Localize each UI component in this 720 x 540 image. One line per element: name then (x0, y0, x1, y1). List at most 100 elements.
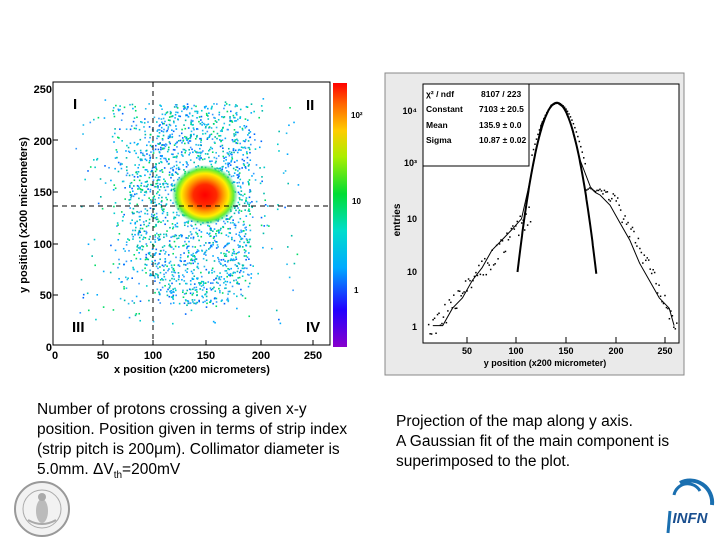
hitmap-dot (248, 183, 250, 186)
hitmap-dot (224, 280, 227, 283)
hitmap-dot (243, 255, 246, 257)
hitmap-dot (129, 207, 132, 209)
hitmap-dot (149, 241, 152, 243)
hitmap-dot (146, 185, 148, 188)
hitmap-dot (209, 227, 212, 229)
hitmap-dot (113, 113, 115, 115)
projection-point (602, 193, 604, 195)
hitmap-dot (132, 120, 135, 123)
hitmap-dot (238, 197, 241, 199)
hitmap-dot (154, 259, 156, 262)
hitmap-dot (180, 153, 183, 156)
hitmap-dot (208, 272, 210, 274)
hitmap-dot (185, 243, 188, 246)
hitmap-dot (241, 267, 244, 270)
hitmap-dot (184, 260, 186, 262)
hitmap-dot (218, 258, 220, 261)
hitmap-dot (154, 234, 156, 236)
hitmap-dot (160, 206, 163, 209)
hitmap-dot (216, 241, 218, 243)
hitmap-dot (117, 108, 120, 111)
hitmap-dot (246, 162, 249, 164)
hitmap-dot (235, 166, 238, 168)
hitmap-dot (132, 107, 134, 110)
hitmap-dot (220, 300, 223, 302)
hitmap-dot (248, 208, 250, 211)
hitmap-dot (167, 128, 169, 130)
hitmap-dot (187, 127, 190, 129)
hitmap-dot (175, 167, 178, 170)
hitmap-dot (132, 266, 134, 269)
hitmap-dot (122, 216, 124, 218)
hitmap-dot (240, 186, 242, 189)
hitmap-dot (228, 124, 231, 126)
hitmap-dot (183, 280, 186, 282)
hitmap-dot (145, 149, 148, 152)
hitmap-dot (184, 264, 187, 266)
hitmap-dot (134, 164, 136, 166)
hitmap-dot (161, 212, 164, 215)
hitmap-dot (165, 144, 168, 146)
hitmap-dot (146, 180, 148, 183)
hitmap-dot (252, 265, 254, 267)
hitmap-dot (167, 193, 170, 196)
hitmap-dot (239, 185, 242, 188)
hitmap-dot (227, 128, 229, 131)
hitmap-dot (158, 281, 161, 284)
hitmap-dot (163, 144, 165, 146)
projection-point (453, 294, 455, 296)
hitmap-dot (164, 258, 167, 260)
projection-point (588, 187, 591, 189)
hitmap-dot (192, 237, 195, 240)
hitmap-dot (163, 236, 165, 239)
hitmap-dot (188, 288, 191, 291)
hitmap-dot (209, 287, 212, 289)
hitmap-dot (241, 127, 244, 130)
hitmap-dot (248, 258, 250, 260)
hitmap-dot (177, 173, 179, 175)
hitmap-dot (233, 212, 236, 215)
hitmap-dot (220, 252, 222, 254)
hitmap-dot (196, 294, 198, 297)
hitmap-dot (84, 178, 86, 181)
hitmap-dot (175, 125, 177, 127)
hitmap-dot (208, 136, 211, 138)
hitmap-dot (126, 172, 129, 175)
projection-point (594, 190, 597, 193)
hitmap-dot (185, 114, 187, 116)
hitmap-dot (120, 119, 123, 122)
hitmap-dot (245, 138, 247, 141)
hitmap-dot (145, 243, 148, 245)
hitmap-dot (168, 295, 171, 298)
hitmap-dot (182, 296, 185, 299)
hitmap-dot (153, 116, 156, 119)
hitmap-dot (152, 141, 154, 143)
hitmap-dot (246, 156, 249, 159)
hitmap-dot (160, 160, 162, 163)
hitmap-dot (197, 250, 200, 252)
hitmap-dot (158, 135, 160, 138)
hitmap-dot (163, 233, 165, 236)
hitmap-dot (244, 233, 247, 235)
hitmap-dot (148, 253, 151, 255)
hitmap-dot (199, 288, 201, 290)
hitmap-dot (151, 169, 153, 172)
projection-point (671, 315, 674, 317)
hitmap-dot (192, 255, 194, 258)
hitmap-dot (208, 156, 210, 159)
hitmap-dot (248, 282, 251, 285)
projection-point (599, 188, 601, 191)
hitmap-dot (165, 235, 168, 237)
hitmap-dot (221, 299, 223, 302)
hitmap-dot (201, 289, 204, 291)
quadrant-label-1: I (73, 96, 77, 113)
hitmap-dot (225, 253, 227, 255)
hitmap-dot (210, 106, 213, 109)
hitmap-dot (152, 196, 155, 199)
stats-value-constant: 7103 ± 20.5 (479, 104, 524, 114)
hitmap-dot (228, 150, 231, 153)
hitmap-dot (200, 285, 203, 287)
hitmap-dot (238, 283, 240, 285)
hitmap-dot (244, 147, 247, 150)
hitmap-dot (218, 113, 221, 116)
